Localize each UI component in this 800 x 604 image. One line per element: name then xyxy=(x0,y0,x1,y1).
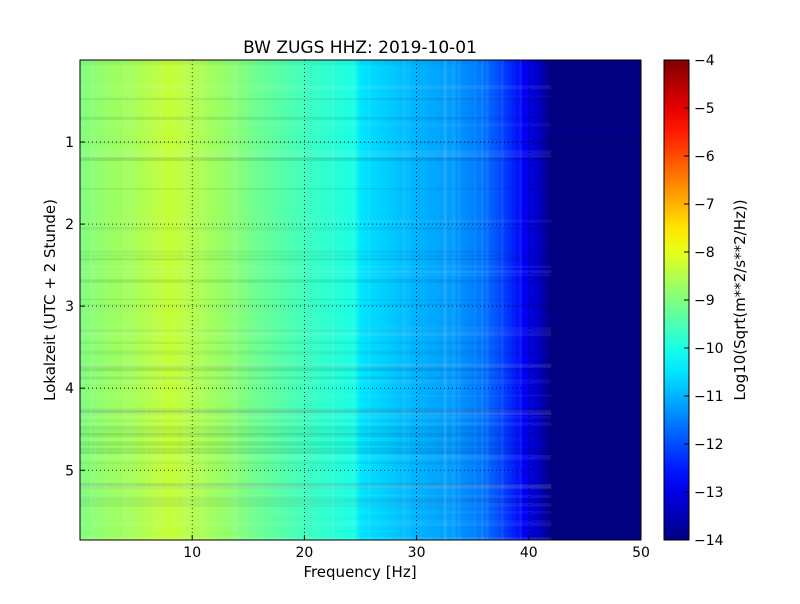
plot-frame xyxy=(79,59,642,541)
y-axis-label: Lokalzeit (UTC + 2 Stunde) xyxy=(41,199,59,401)
colorbar-tick-label: −10 xyxy=(694,341,724,357)
y-tick-label: 4 xyxy=(65,381,74,397)
y-axis-ticks: 1 2 3 4 5 xyxy=(65,135,85,479)
x-tick-label: 40 xyxy=(520,545,538,561)
y-tick-label: 1 xyxy=(65,135,74,151)
x-tick-label: 50 xyxy=(632,545,650,561)
y-tick-label: 3 xyxy=(65,299,74,315)
plot-area: 10 20 30 40 50 1 2 3 4 5 xyxy=(65,59,650,561)
colorbar-tick-label: −14 xyxy=(694,533,724,549)
y-tick-label: 5 xyxy=(65,463,74,479)
colorbar-tick-label: −4 xyxy=(694,53,715,69)
colorbar-tick-label: −9 xyxy=(694,293,715,309)
colorbar: −4 −5 −6 −7 −8 −9 −10 −11 −12 −13 −14 xyxy=(663,53,724,549)
colorbar-tick-label: −5 xyxy=(694,101,715,117)
spectrogram-image xyxy=(80,60,641,540)
colorbar-tick-label: −12 xyxy=(694,437,724,453)
x-tick-label: 30 xyxy=(408,545,426,561)
chart-title: BW ZUGS HHZ: 2019-10-01 xyxy=(243,38,477,58)
grid-lines xyxy=(80,60,641,540)
colorbar-ticks: −4 −5 −6 −7 −8 −9 −10 −11 −12 −13 −14 xyxy=(684,53,724,549)
colorbar-tick-label: −6 xyxy=(694,149,715,165)
x-tick-label: 10 xyxy=(183,545,201,561)
colorbar-tick-label: −13 xyxy=(694,485,724,501)
colorbar-tick-label: −11 xyxy=(694,389,724,405)
x-tick-label: 20 xyxy=(295,545,313,561)
x-axis-ticks: 10 20 30 40 50 xyxy=(183,535,650,561)
colorbar-tick-label: −8 xyxy=(694,245,715,261)
y-tick-label: 2 xyxy=(65,217,74,233)
spectrogram-texture xyxy=(80,60,552,540)
colorbar-label: Log10(Sqrt(m**2/s**2/Hz)) xyxy=(731,199,749,400)
colorbar-tick-label: −7 xyxy=(694,197,715,213)
x-axis-label: Frequency [Hz] xyxy=(303,563,416,581)
